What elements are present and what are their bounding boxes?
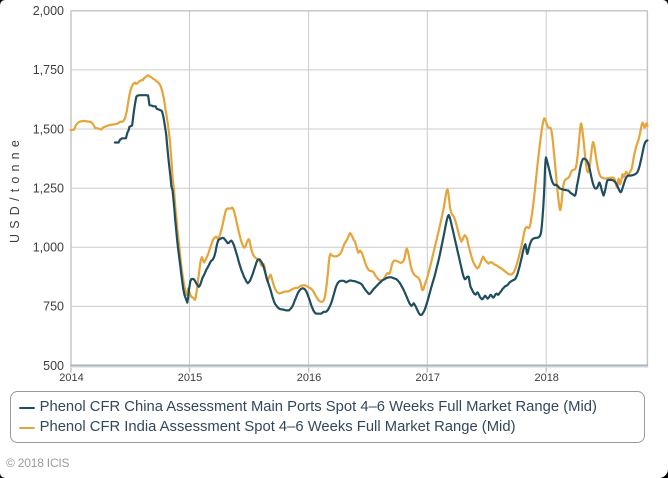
svg-text:1,500: 1,500 bbox=[33, 122, 64, 136]
svg-text:2018: 2018 bbox=[534, 372, 558, 384]
svg-text:750: 750 bbox=[43, 300, 64, 314]
svg-text:USD/tonne: USD/tonne bbox=[8, 135, 22, 243]
svg-text:2017: 2017 bbox=[416, 372, 440, 384]
svg-text:2016: 2016 bbox=[297, 372, 321, 384]
svg-text:1,250: 1,250 bbox=[33, 182, 64, 196]
svg-text:2,000: 2,000 bbox=[33, 4, 64, 18]
svg-text:500: 500 bbox=[43, 359, 64, 373]
svg-text:2014: 2014 bbox=[59, 372, 83, 384]
svg-text:1,750: 1,750 bbox=[33, 63, 64, 77]
svg-text:2015: 2015 bbox=[178, 372, 202, 384]
svg-text:1,000: 1,000 bbox=[33, 241, 64, 255]
